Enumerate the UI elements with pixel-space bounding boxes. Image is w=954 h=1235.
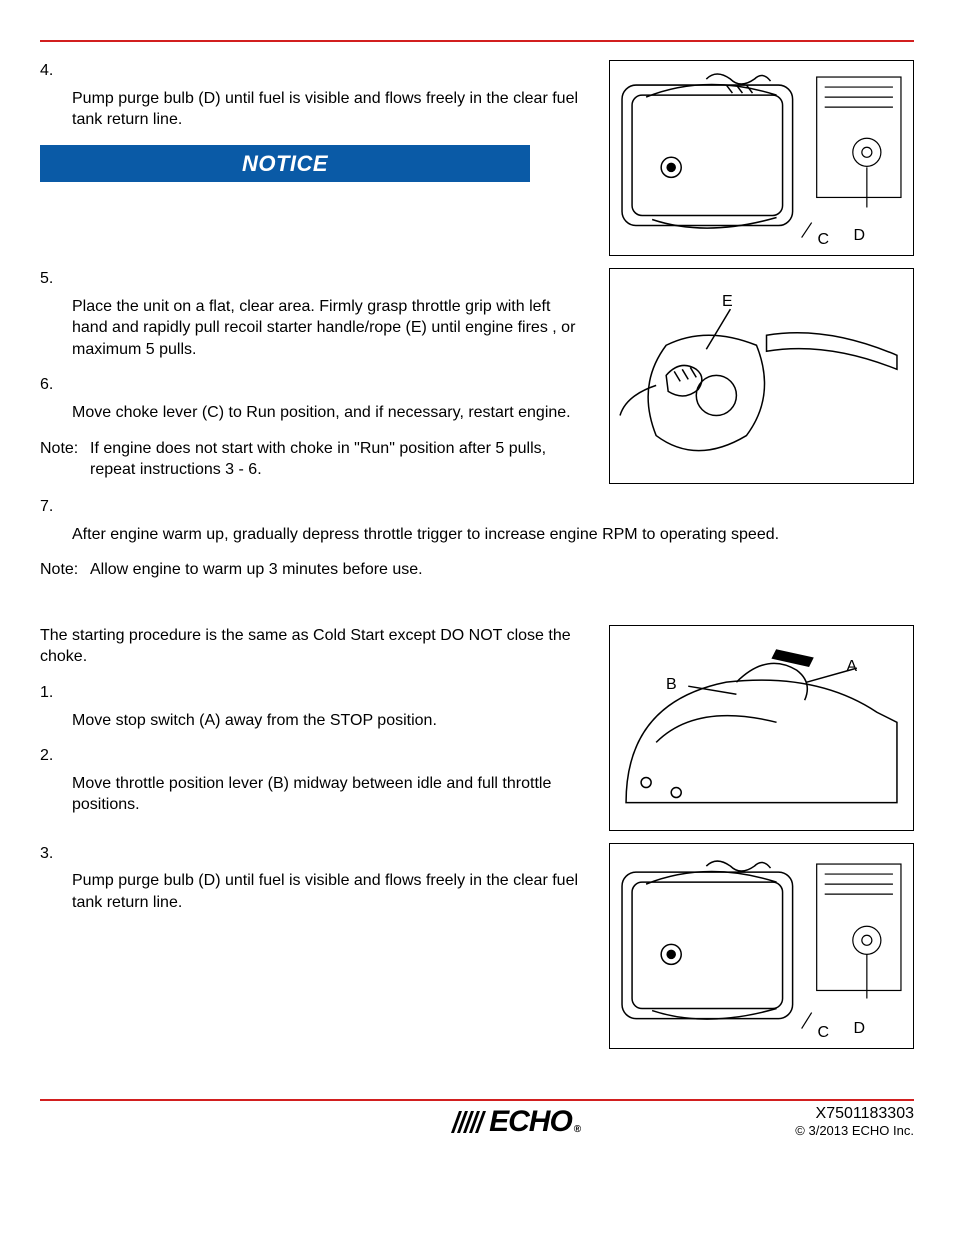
ws-step-2-num: 2. [40,745,589,767]
figure-3: A B [609,625,914,831]
col-left-4: 3. Pump purge bulb (D) until fuel is vis… [40,843,589,928]
step-6: 6. Move choke lever (C) to Run position,… [40,374,589,423]
figure-4: C D [609,843,914,1049]
step-5-text: Place the unit on a flat, clear area. Fi… [40,296,589,361]
warm-start-intro: The starting procedure is the same as Co… [40,625,589,668]
step-7: 7. After engine warm up, gradually depre… [40,496,914,545]
ws-step-2: 2. Move throttle position lever (B) midw… [40,745,589,816]
col-left-1: 4. Pump purge bulb (D) until fuel is vis… [40,60,589,242]
figure-1-label-c: C [817,231,829,249]
figure-3-svg [616,632,907,823]
step-6-num: 6. [40,374,589,396]
step-6-text: Move choke lever (C) to Run position, an… [40,402,589,424]
figure-1-container: C D [609,60,914,268]
page: 4. Pump purge bulb (D) until fuel is vis… [0,0,954,1235]
figure-2: E [609,268,914,484]
figure-1-svg [616,67,907,238]
figure-2-svg [616,275,907,476]
note-1-label: Note: [40,438,90,481]
ws-step-1-num: 1. [40,682,589,704]
figure-2-label-e: E [722,293,733,311]
registered-icon: ® [574,1124,580,1135]
note-2-label: Note: [40,559,90,581]
figure-3-label-a: A [846,658,857,676]
figure-3-container: A B [609,625,914,843]
col-left-2: 5. Place the unit on a flat, clear area.… [40,268,589,495]
row-1: 4. Pump purge bulb (D) until fuel is vis… [40,60,914,268]
ws-step-3: 3. Pump purge bulb (D) until fuel is vis… [40,843,589,914]
content: 4. Pump purge bulb (D) until fuel is vis… [40,60,914,1139]
section-gap [40,595,914,625]
logo-text: ECHO [489,1105,572,1139]
figure-1-label-d: D [853,227,865,245]
bottom-rule [40,1099,914,1101]
step-4: 4. Pump purge bulb (D) until fuel is vis… [40,60,589,131]
ws-step-3-num: 3. [40,843,589,865]
figure-4-label-d: D [853,1020,865,1038]
ws-step-1: 1. Move stop switch (A) away from the ST… [40,682,589,731]
figure-2-container: E [609,268,914,496]
ws-step-2-text: Move throttle position lever (B) midway … [40,773,589,816]
figure-4-svg [616,850,907,1031]
row-3: The starting procedure is the same as Co… [40,625,914,843]
figure-3-label-b: B [666,676,677,694]
notice-box: NOTICE [40,145,530,183]
brand-logo: ECHO ® [455,1105,580,1139]
step-4-text: Pump purge bulb (D) until fuel is visibl… [40,88,589,131]
copyright: © 3/2013 ECHO Inc. [795,1123,914,1138]
col-left-3: The starting procedure is the same as Co… [40,625,589,830]
note-1-text: If engine does not start with choke in "… [90,438,589,481]
logo-stripes-icon [451,1111,489,1133]
note-2: Note: Allow engine to warm up 3 minutes … [40,559,914,581]
top-rule [40,40,914,42]
step-7-text: After engine warm up, gradually depress … [40,524,914,546]
ws-step-1-text: Move stop switch (A) away from the STOP … [40,710,589,732]
doc-number: X7501183303 [795,1105,914,1123]
footer: ECHO ® X7501183303 © 3/2013 ECHO Inc. [40,1105,914,1139]
bottom-gap [40,1061,914,1091]
row-4: 3. Pump purge bulb (D) until fuel is vis… [40,843,914,1061]
step-7-num: 7. [40,496,914,518]
figure-1: C D [609,60,914,256]
step-4-num: 4. [40,60,589,82]
row-2: 5. Place the unit on a flat, clear area.… [40,268,914,496]
step-5-num: 5. [40,268,589,290]
doc-meta: X7501183303 © 3/2013 ECHO Inc. [795,1105,914,1138]
note-1: Note: If engine does not start with chok… [40,438,589,481]
col-full-1: 7. After engine warm up, gradually depre… [40,496,914,581]
figure-4-label-c: C [817,1024,829,1042]
figure-4-container: C D [609,843,914,1061]
step-5: 5. Place the unit on a flat, clear area.… [40,268,589,360]
note-2-text: Allow engine to warm up 3 minutes before… [90,559,423,581]
ws-step-3-text: Pump purge bulb (D) until fuel is visibl… [40,870,589,913]
